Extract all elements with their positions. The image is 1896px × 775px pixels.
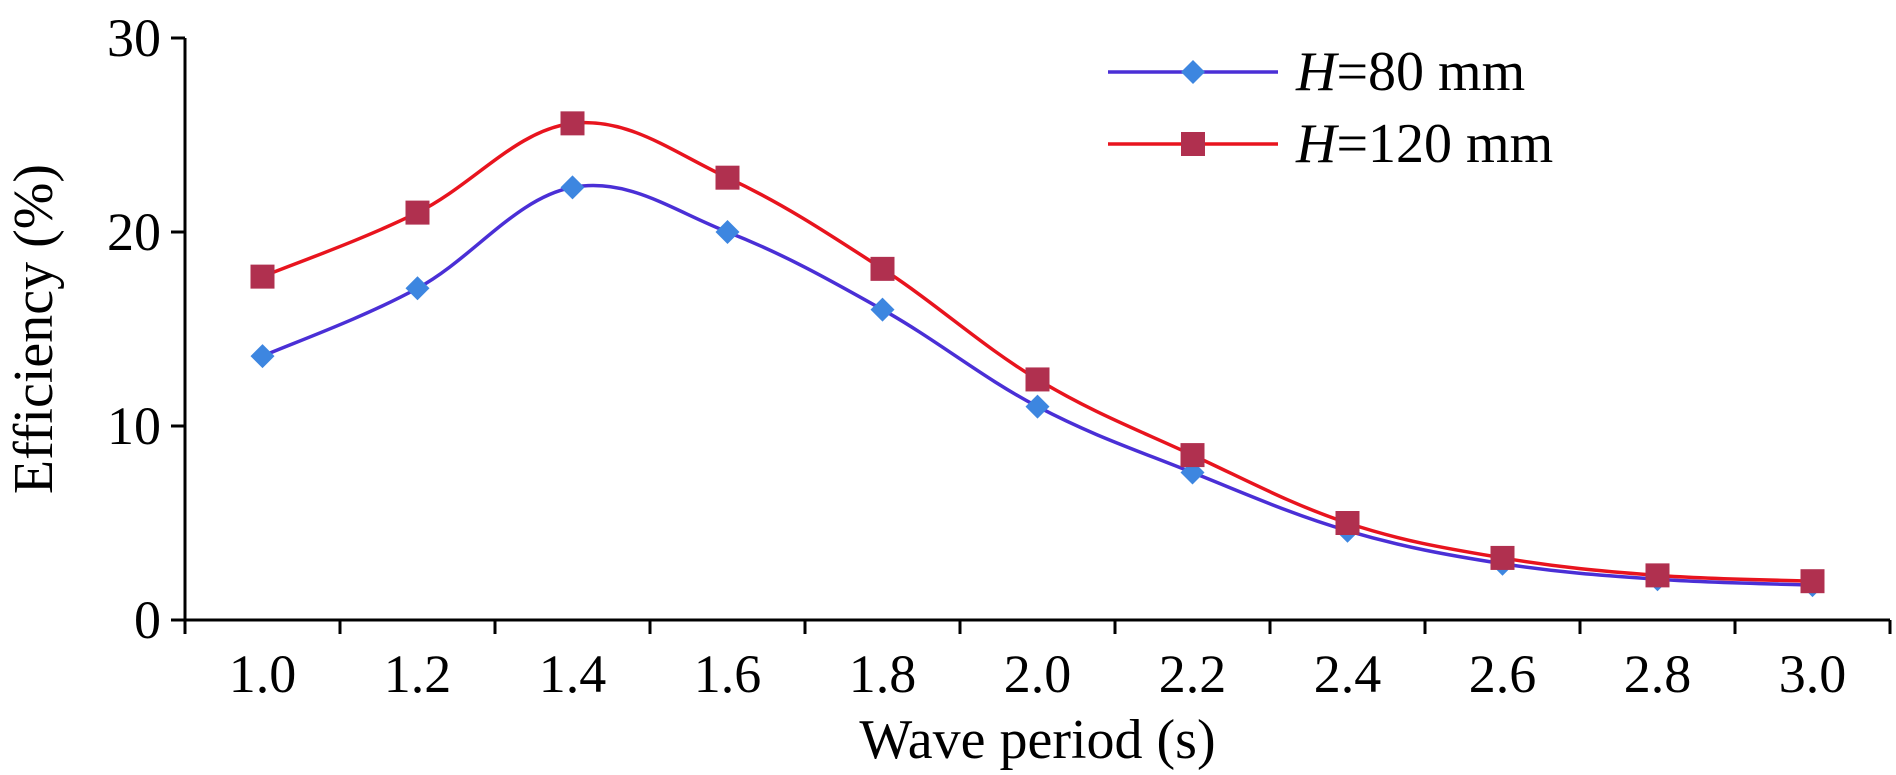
x-tick-label: 2.8 [1624, 644, 1692, 704]
y-ticks: 0 10 20 30 [107, 8, 185, 650]
legend-label: H=80 mm [1295, 41, 1525, 103]
y-axis-title: Efficiency (%) [3, 164, 65, 494]
data-point [560, 111, 585, 136]
data-point [1180, 443, 1205, 468]
series-line [261, 120, 1813, 583]
x-axis-title: Wave period (s) [859, 709, 1215, 771]
x-tick-label: 1.0 [229, 644, 297, 704]
data-point [870, 297, 895, 322]
x-tick-label: 3.0 [1779, 644, 1847, 704]
legend-label-rest: =80 mm [1336, 41, 1525, 103]
data-point [715, 165, 740, 190]
legend-label-rest: =120 mm [1336, 113, 1553, 175]
legend-label: H=120 mm [1295, 113, 1553, 175]
series-layer [250, 111, 1825, 598]
data-point [405, 276, 430, 301]
x-tick-label: 2.6 [1469, 644, 1537, 704]
legend-entry: H=80 mm [1108, 41, 1525, 103]
series-1 [250, 111, 1825, 594]
legend-marker [1181, 60, 1205, 84]
series-0 [250, 175, 1825, 598]
x-tick-label: 1.4 [539, 644, 607, 704]
data-point [250, 344, 275, 369]
data-point [1025, 367, 1050, 392]
legend-label-italic: H [1295, 113, 1339, 175]
legend-marker [1181, 132, 1205, 156]
x-tick-label: 2.2 [1159, 644, 1227, 704]
data-point [1025, 394, 1050, 419]
x-ticks: 1.0 1.2 1.4 1.6 1.8 2.0 2.2 2.4 2.6 2.8 3.0 [183, 620, 1892, 704]
data-point [715, 220, 740, 244]
x-tick-label: 1.8 [849, 644, 917, 704]
axes [183, 38, 1890, 622]
data-point [1800, 569, 1825, 594]
x-tick-label: 1.2 [384, 644, 452, 704]
data-point [1645, 563, 1670, 588]
data-point [560, 175, 585, 200]
y-tick-label: 20 [107, 202, 161, 262]
y-tick-label: 0 [134, 590, 161, 650]
data-point [1490, 545, 1515, 570]
x-tick-label: 2.0 [1004, 644, 1072, 704]
series-line [261, 183, 1813, 587]
legend: H=80 mmH=120 mm [1108, 41, 1553, 175]
data-point [250, 264, 275, 289]
legend-label-italic: H [1295, 41, 1339, 103]
data-point [870, 256, 895, 281]
data-point [405, 200, 430, 225]
y-tick-label: 10 [107, 396, 161, 456]
x-tick-label: 1.6 [694, 644, 762, 704]
y-tick-label: 30 [107, 8, 161, 68]
data-point [1335, 511, 1360, 535]
x-tick-label: 2.4 [1314, 644, 1382, 704]
legend-entry: H=120 mm [1108, 113, 1553, 175]
